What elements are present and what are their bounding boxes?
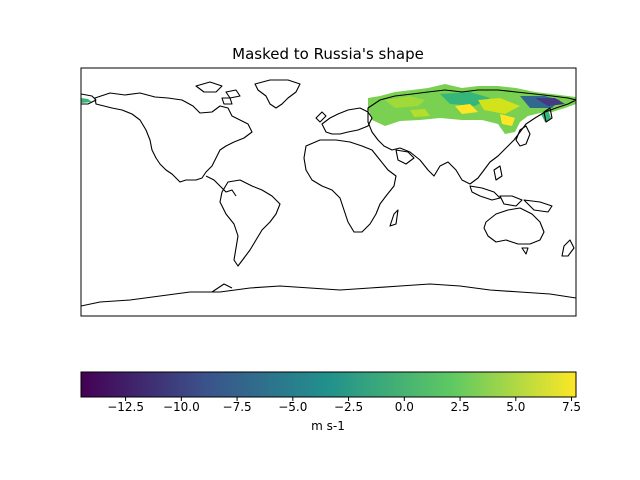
colorbar-tick-label: −5.0 [278, 400, 308, 414]
map-title: Masked to Russia's shape [232, 45, 424, 63]
colorbar-tick-label: 7.5 [561, 400, 582, 414]
colorbar [80, 371, 577, 398]
map-frame [80, 67, 577, 317]
colorbar-label: m s-1 [311, 419, 345, 433]
colorbar-tick-label: −7.5 [222, 400, 252, 414]
masked-data-field [81, 84, 576, 134]
colorbar-tick-label: 0.0 [394, 400, 414, 414]
colorbar-tick-label: −12.5 [107, 400, 144, 414]
colorbar-ticks [125, 397, 573, 401]
colorbar-tick-label: −2.5 [333, 400, 364, 414]
colorbar-tick-label: −10.0 [162, 400, 200, 414]
coastlines [81, 79, 576, 307]
colorbar-tick-label: 2.5 [450, 400, 470, 414]
colorbar-tick-label: 5.0 [506, 400, 526, 414]
